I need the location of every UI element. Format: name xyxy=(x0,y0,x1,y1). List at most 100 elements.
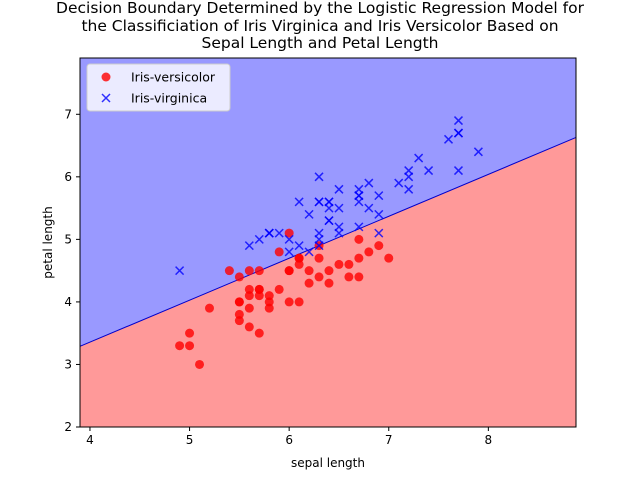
versicolor-point xyxy=(324,278,334,288)
y-tick-label: 6 xyxy=(64,170,72,184)
versicolor-point xyxy=(234,297,244,307)
virginica-point xyxy=(244,241,254,251)
virginica-point xyxy=(394,178,404,188)
versicolor-point xyxy=(244,291,254,301)
versicolor-point xyxy=(204,303,214,313)
virginica-point xyxy=(364,203,374,213)
versicolor-point xyxy=(244,322,254,332)
axes-frame xyxy=(79,57,577,428)
versicolor-point xyxy=(344,259,354,269)
versicolor-point xyxy=(384,253,394,263)
virginica-point xyxy=(453,116,464,126)
versicolor-point xyxy=(254,328,264,338)
chart-title-line: the Classificiation of Iris Virginica an… xyxy=(81,16,559,35)
virginica-point xyxy=(324,203,334,213)
versicolor-point xyxy=(294,297,304,307)
virginica-point xyxy=(374,228,384,238)
virginica-point xyxy=(473,147,483,157)
versicolor-point xyxy=(244,284,254,294)
versicolor-point xyxy=(364,247,374,257)
y-tick-label: 2 xyxy=(64,420,72,434)
virginica-point xyxy=(414,153,424,163)
virginica-point xyxy=(304,209,314,219)
versicolor-point xyxy=(324,266,334,276)
versicolor-point xyxy=(284,297,294,307)
decision-regions xyxy=(79,58,577,427)
versicolor-point xyxy=(195,359,205,369)
x-axis: 4 5 6 7 8 xyxy=(86,427,492,447)
versicolor-point xyxy=(314,272,324,282)
virginica-point xyxy=(354,222,364,232)
versicolor-point xyxy=(294,253,304,263)
versicolor-point xyxy=(274,284,284,294)
x-tick-label: 6 xyxy=(285,433,293,447)
versicolor-point xyxy=(334,259,344,269)
y-tick-label: 5 xyxy=(64,232,72,246)
virginica-point xyxy=(294,197,304,207)
legend-box xyxy=(86,63,231,112)
virginica-point xyxy=(294,241,304,251)
decision-boundary-line xyxy=(79,136,577,347)
virginica-point xyxy=(404,184,414,194)
virginica-point xyxy=(374,191,384,201)
legend-label: Iris-versicolor xyxy=(131,70,216,85)
x-tick-label: 7 xyxy=(385,433,393,447)
versicolor-point xyxy=(185,341,195,351)
virginica-point xyxy=(424,166,434,176)
x-tick-label: 4 xyxy=(86,433,94,447)
data-points xyxy=(175,116,483,369)
versicolor-point xyxy=(304,278,314,288)
versicolor-point xyxy=(314,253,324,263)
virginica-point xyxy=(374,209,384,219)
versicolor-point xyxy=(284,266,294,276)
versicolor-point xyxy=(234,272,244,282)
virginica-point xyxy=(314,234,324,244)
versicolor-point xyxy=(244,303,254,313)
versicolor-point xyxy=(284,228,294,238)
virginica-point xyxy=(304,247,314,257)
x-tick-label: 8 xyxy=(485,433,493,447)
chart-title-line: Decision Boundary Determined by the Logi… xyxy=(56,0,584,17)
versicolor-point xyxy=(254,291,264,301)
versicolor-point xyxy=(274,247,284,257)
virginica-point xyxy=(254,234,264,244)
virginica-point xyxy=(314,172,324,182)
legend-label: Iris-virginica xyxy=(131,91,207,106)
versicolor-point xyxy=(354,253,364,263)
versicolor-point xyxy=(224,266,234,276)
versicolor-point xyxy=(354,234,364,244)
virginica-point xyxy=(364,178,374,188)
versicolor-point xyxy=(344,272,354,282)
versicolor-point xyxy=(185,328,195,338)
virginica-point xyxy=(175,266,185,276)
virginica-point xyxy=(453,166,464,176)
chart-title-line: Sepal Length and Petal Length xyxy=(201,34,439,52)
versicolor-point xyxy=(374,241,384,251)
y-axis: 2 3 4 5 6 7 xyxy=(64,107,80,434)
versicolor-point xyxy=(304,266,314,276)
versicolor-point xyxy=(244,266,254,276)
y-tick-label: 7 xyxy=(64,107,72,121)
virginica-point xyxy=(334,203,344,213)
versicolor-point xyxy=(234,309,244,319)
versicolor-point xyxy=(264,297,274,307)
legend: Iris-versicolor Iris-virginica xyxy=(86,63,231,112)
versicolor-point xyxy=(264,303,274,313)
y-axis-label: petal length xyxy=(41,206,55,278)
virginica-point xyxy=(284,234,294,244)
versicolor-point xyxy=(264,291,274,301)
virginica-point xyxy=(354,191,364,201)
versicolor-point xyxy=(354,272,364,282)
virginica-point xyxy=(334,222,344,232)
chart-title: Decision Boundary Determined by the Logi… xyxy=(0,0,640,53)
y-tick-label: 3 xyxy=(64,357,72,371)
virginica-point xyxy=(324,216,334,226)
virginica-point xyxy=(284,247,294,257)
virginica-point xyxy=(443,134,454,144)
virginica-point xyxy=(404,172,414,182)
x-tick-label: 5 xyxy=(186,433,194,447)
y-tick-label: 4 xyxy=(64,295,72,309)
versicolor-point xyxy=(294,259,304,269)
